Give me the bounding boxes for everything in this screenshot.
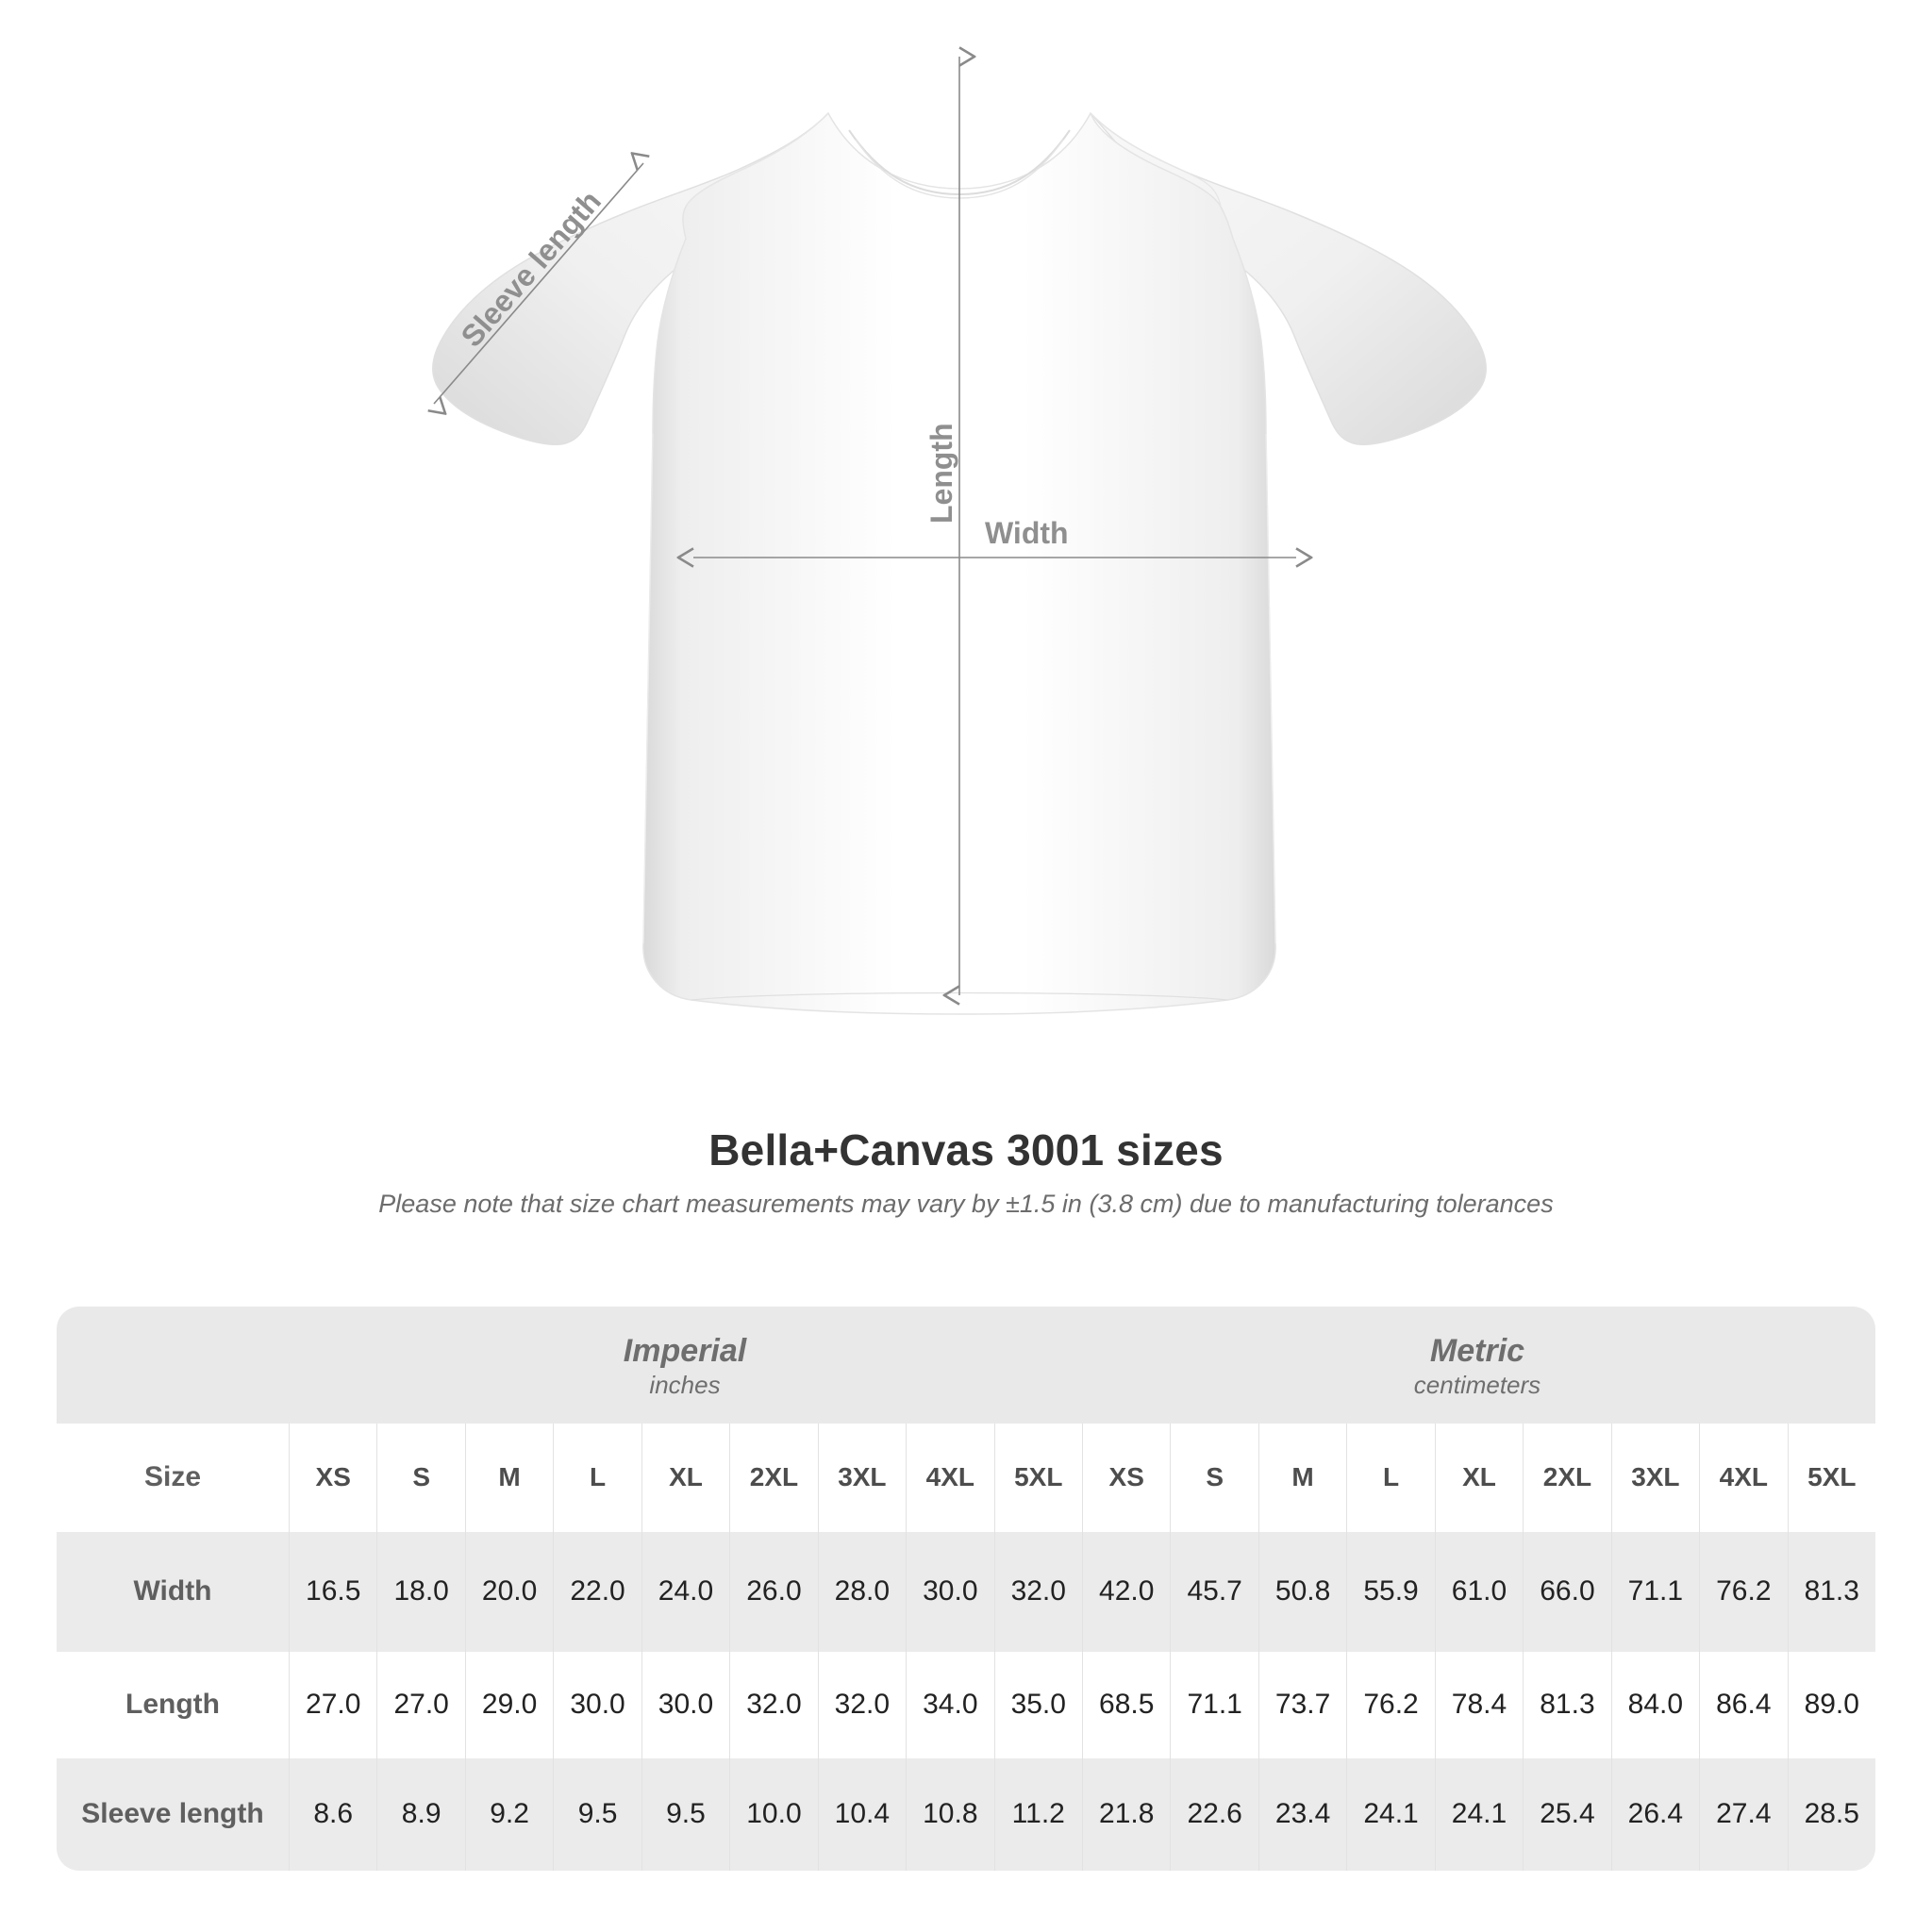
svg-text:Length: Length	[924, 423, 958, 524]
svg-text:Width: Width	[985, 516, 1069, 550]
